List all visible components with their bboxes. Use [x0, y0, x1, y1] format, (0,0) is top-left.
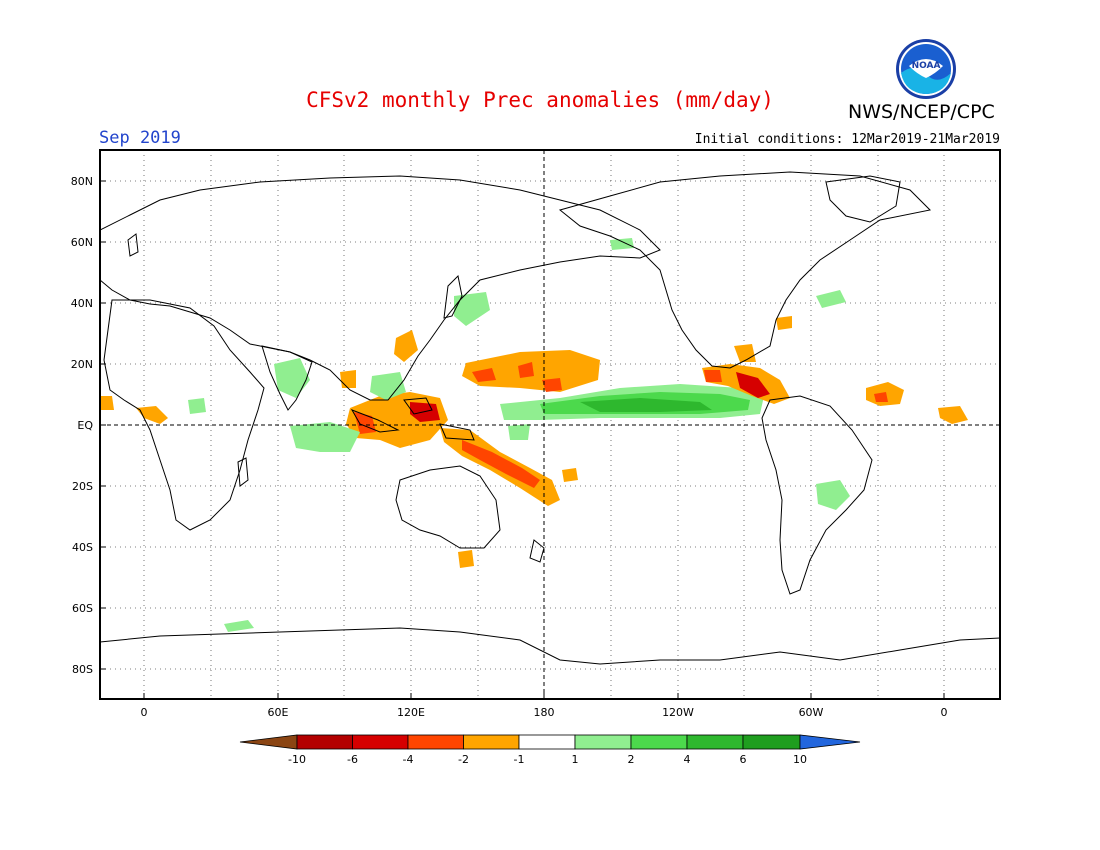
colorbar-label: -10 [288, 753, 306, 766]
colorbar-label: 10 [793, 753, 807, 766]
lon-label: 120E [397, 706, 425, 719]
colorbar: -10 -6 -4 -2 -1 1 2 4 6 10 [239, 734, 861, 766]
initial-conditions: Initial conditions: 12Mar2019-21Mar2019 [694, 132, 1000, 147]
coastlines [100, 171, 1000, 665]
map-title: CFSv2 monthly Prec anomalies (mm/day) [306, 88, 774, 112]
lon-label: 60E [268, 706, 289, 719]
colorbar-label: -2 [458, 753, 469, 766]
lon-label: 120W [662, 706, 694, 719]
lon-label: 0 [141, 706, 148, 719]
colorbar-swatch [352, 734, 409, 750]
colorbar-swatch [407, 734, 464, 750]
lat-label: 60S [72, 602, 93, 615]
colorbar-label: 4 [684, 753, 691, 766]
lon-label: 60W [799, 706, 824, 719]
noaa-logo: NOAA [896, 39, 956, 99]
anomaly-patches [100, 238, 968, 632]
colorbar-label: -6 [347, 753, 358, 766]
axis-ticks [100, 180, 945, 699]
lat-label: 60N [71, 236, 93, 249]
colorbar-label: -4 [403, 753, 414, 766]
colorbar-swatch [463, 734, 520, 750]
colorbar-swatch [574, 734, 632, 750]
lon-label: 180 [534, 706, 555, 719]
lat-labels: 80N 60N 40N 20N EQ 20S 40S 60S 80S [71, 175, 94, 676]
lat-label: 40N [71, 297, 93, 310]
noaa-logo-text: NOAA [912, 61, 941, 71]
colorbar-swatch [742, 734, 801, 750]
colorbar-swatch [630, 734, 688, 750]
colorbar-label: 1 [572, 753, 579, 766]
lat-label: 40S [72, 541, 93, 554]
colorbar-label: 2 [628, 753, 635, 766]
lon-label: 0 [941, 706, 948, 719]
colorbar-swatch [296, 734, 353, 750]
colorbar-swatch [686, 734, 744, 750]
colorbar-swatch [518, 734, 576, 750]
colorbar-right-arrow [799, 734, 861, 750]
lat-label: 20N [71, 358, 93, 371]
colorbar-left-arrow [239, 734, 298, 750]
colorbar-label: -1 [514, 753, 525, 766]
colorbar-label: 6 [740, 753, 747, 766]
lat-label: 20S [72, 480, 93, 493]
lon-labels: 0 60E 120E 180 120W 60W 0 [141, 706, 948, 719]
lat-label: 80S [72, 663, 93, 676]
valid-month: Sep 2019 [99, 128, 181, 148]
lat-label: 80N [71, 175, 93, 188]
lat-label: EQ [77, 419, 93, 432]
agency-label: NWS/NCEP/CPC [848, 101, 995, 123]
